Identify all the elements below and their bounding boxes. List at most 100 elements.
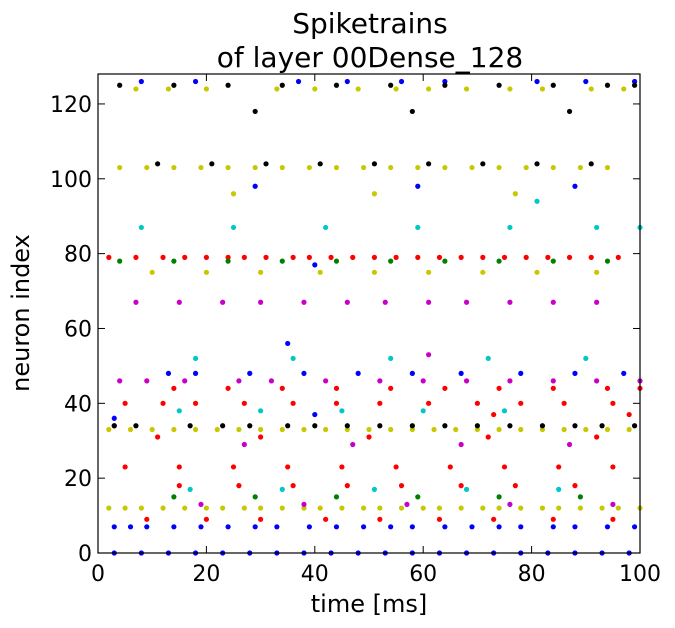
spike-point: [252, 524, 258, 530]
spike-point: [491, 516, 497, 522]
spike-point: [594, 224, 600, 231]
spike-point: [539, 423, 546, 429]
spike-point: [279, 164, 285, 171]
spike-point: [566, 108, 573, 115]
spike-point: [550, 385, 556, 391]
spike-point: [631, 82, 638, 88]
spike-point: [550, 82, 556, 88]
plot-frame: [97, 73, 641, 554]
spike-point: [301, 426, 307, 433]
x-tick-label: 60: [409, 562, 437, 587]
spike-point: [626, 411, 632, 418]
spike-point: [556, 505, 562, 511]
spike-point: [415, 254, 421, 260]
spike-point: [556, 486, 562, 492]
y-tick-label: 0: [78, 542, 92, 567]
spike-point: [230, 224, 237, 231]
spike-point: [241, 505, 247, 511]
x-tick-label: 100: [619, 562, 661, 587]
spike-point: [398, 78, 405, 85]
spike-point: [583, 355, 589, 362]
spike-point: [236, 426, 242, 433]
spike-point: [176, 408, 182, 414]
spike-point: [518, 400, 524, 406]
spike-point: [480, 254, 486, 260]
spike-point: [241, 400, 247, 406]
spike-point: [388, 385, 394, 391]
spike-point: [458, 441, 464, 448]
spike-point: [301, 299, 307, 305]
spike-point: [496, 494, 502, 500]
spike-point: [263, 161, 269, 167]
spike-point: [426, 86, 432, 92]
spike-point: [388, 426, 394, 433]
spike-point: [203, 269, 209, 275]
spike-point: [203, 516, 209, 522]
spike-point: [333, 164, 340, 171]
spike-point: [442, 258, 448, 264]
spike-point: [501, 464, 508, 470]
spike-point: [182, 254, 188, 260]
spike-point: [203, 505, 209, 511]
spike-point: [615, 254, 621, 260]
spike-point: [393, 86, 399, 92]
spike-point: [599, 505, 605, 511]
spike-point: [220, 423, 226, 429]
spike-point: [355, 370, 361, 376]
spike-point: [469, 164, 475, 171]
spike-point: [133, 254, 139, 260]
spike-point: [333, 494, 340, 500]
spike-point: [409, 426, 415, 433]
spike-point: [469, 524, 475, 530]
spike-point: [117, 82, 123, 88]
spike-point: [220, 299, 226, 305]
spike-point: [420, 378, 426, 384]
spike-point: [371, 486, 378, 492]
spike-point: [442, 385, 448, 391]
spike-point: [198, 524, 204, 530]
spike-point: [610, 501, 616, 507]
spike-point: [263, 254, 269, 260]
spike-point: [176, 299, 182, 305]
spike-point: [182, 378, 188, 384]
spike-point: [279, 82, 285, 88]
spike-point: [323, 426, 329, 433]
spike-point: [295, 78, 302, 85]
spike-point: [106, 254, 112, 260]
spike-point: [198, 501, 204, 507]
spike-point: [366, 426, 372, 433]
spike-point: [615, 505, 621, 511]
spike-point: [583, 78, 589, 85]
spike-point: [360, 164, 367, 171]
spike-point: [144, 524, 150, 530]
spike-point: [247, 423, 253, 429]
spike-point: [176, 464, 182, 470]
spike-point: [225, 82, 231, 88]
spike-point: [225, 385, 231, 391]
spike-point: [230, 191, 237, 197]
spike-point: [225, 258, 231, 264]
x-tick-label: 20: [192, 562, 220, 587]
spike-point: [545, 254, 551, 260]
spike-point: [604, 164, 611, 171]
spike-point: [333, 258, 340, 264]
y-tick-label: 100: [50, 168, 92, 193]
spike-point: [458, 505, 464, 511]
spike-point: [122, 464, 128, 470]
spike-point: [512, 191, 518, 197]
spike-point: [127, 524, 134, 530]
spike-point: [463, 299, 470, 305]
spike-point: [198, 164, 204, 171]
spike-point: [496, 82, 502, 88]
spike-point: [328, 254, 334, 260]
spike-point: [550, 516, 556, 522]
spike-point: [507, 423, 513, 429]
spike-point: [566, 441, 573, 448]
spike-point: [588, 254, 594, 260]
spike-point: [160, 254, 166, 260]
spike-point: [550, 164, 556, 171]
spike-point: [496, 258, 502, 264]
spike-point: [360, 505, 367, 511]
spike-point: [355, 86, 361, 92]
spike-point: [333, 400, 340, 406]
